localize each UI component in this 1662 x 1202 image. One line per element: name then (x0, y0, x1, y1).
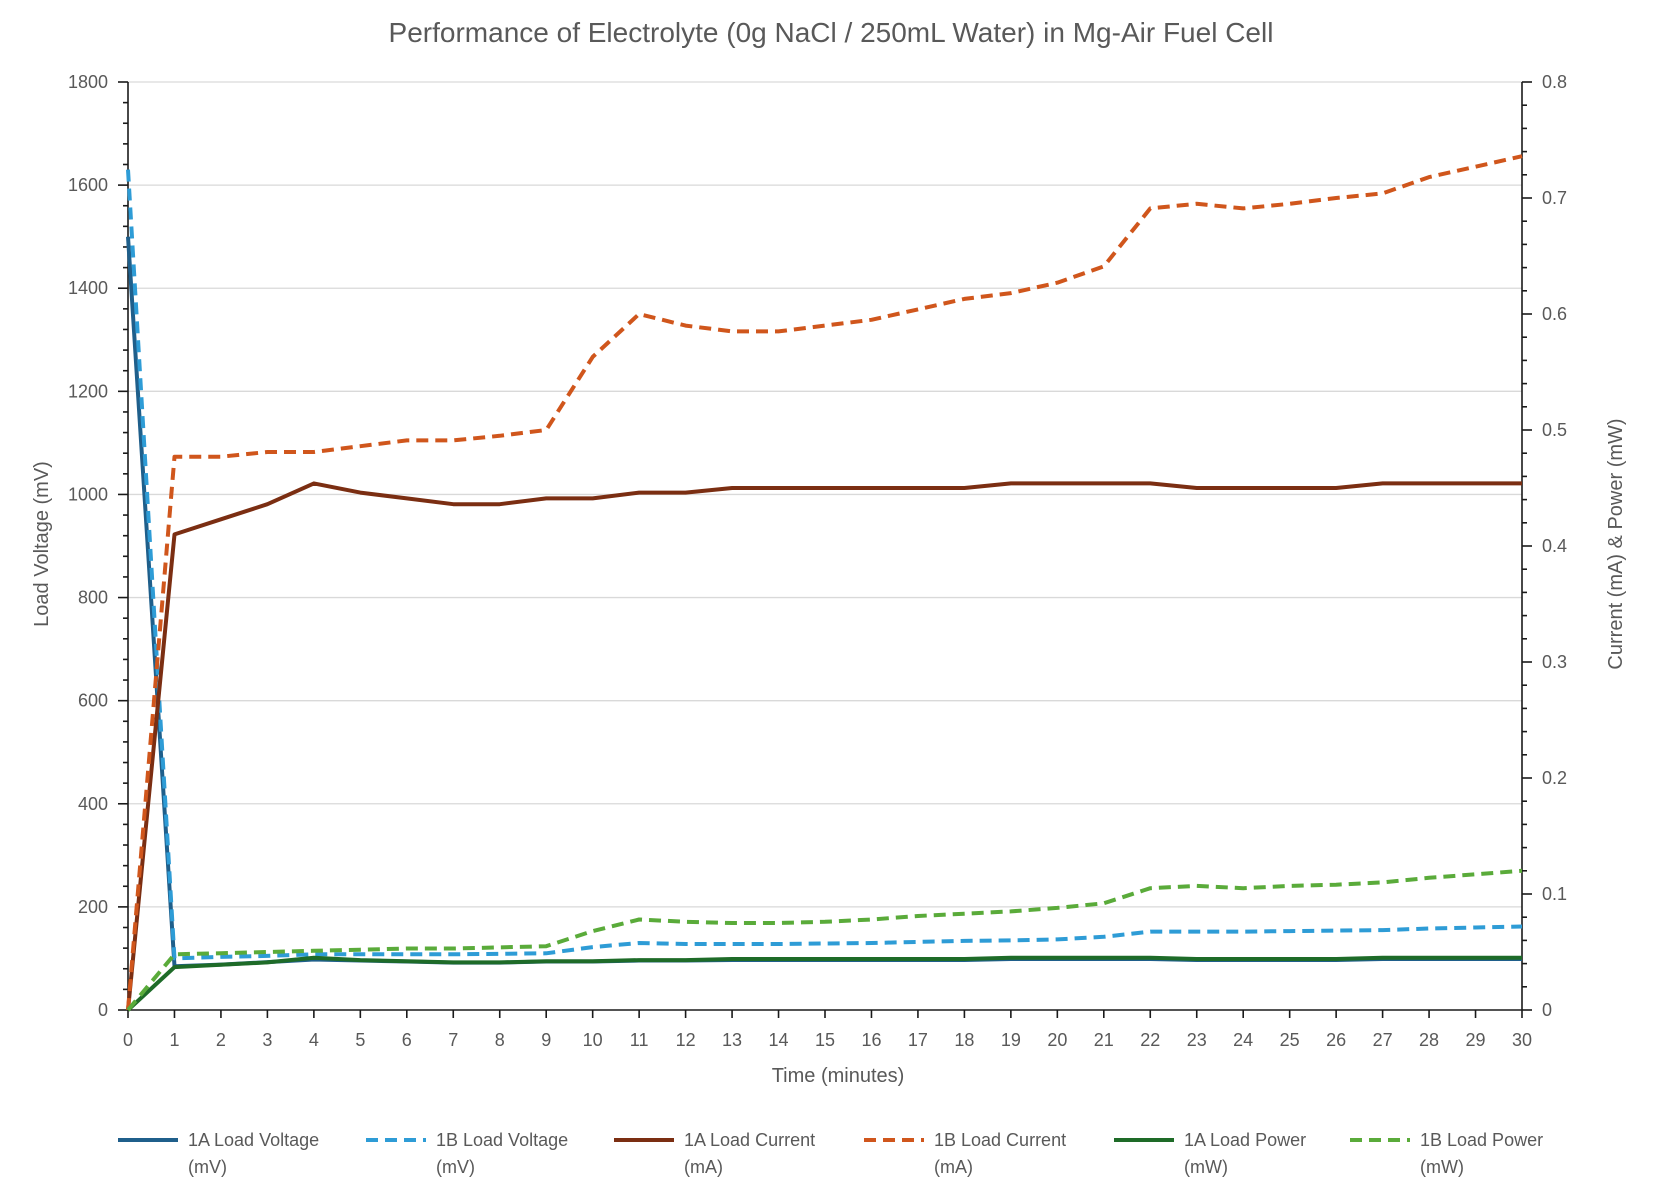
series-line-3 (126, 481, 1522, 1011)
x-tick-label: 5 (355, 1030, 365, 1050)
axes (118, 81, 1532, 1018)
y-right-tick-label: 0.1 (1542, 884, 1567, 904)
x-tick-label: 12 (676, 1030, 696, 1050)
x-tick-label: 23 (1187, 1030, 1207, 1050)
x-tick-label: 7 (448, 1030, 458, 1050)
y-right-tick-label: 0.7 (1542, 188, 1567, 208)
legend-label-unit: (mV) (188, 1157, 227, 1177)
series-line-4 (126, 154, 1523, 1011)
legend-label-unit: (mA) (934, 1157, 973, 1177)
x-tick-label: 16 (861, 1030, 881, 1050)
x-tick-label: 22 (1140, 1030, 1160, 1050)
x-tick-label: 21 (1094, 1030, 1114, 1050)
y-right-tick-label: 0.4 (1542, 536, 1567, 556)
legend-label: 1A Load Current (684, 1130, 815, 1150)
x-tick-label: 9 (541, 1030, 551, 1050)
x-tick-label: 0 (123, 1030, 133, 1050)
y-left-tick-label: 0 (98, 1000, 108, 1020)
y-left-tick-label: 200 (78, 897, 108, 917)
x-tick-label: 17 (908, 1030, 928, 1050)
y-left-tick-label: 400 (78, 794, 108, 814)
legend-label-unit: (mW) (1420, 1157, 1464, 1177)
x-tick-label: 15 (815, 1030, 835, 1050)
y-right-tick-label: 0.5 (1542, 420, 1567, 440)
x-tick-label: 10 (583, 1030, 603, 1050)
y-left-tick-label: 1200 (68, 381, 108, 401)
legend: 1A Load Voltage (mV) 1B Load Voltage (mV) 1A… (118, 1130, 1543, 1177)
x-tick-label: 26 (1326, 1030, 1346, 1050)
x-tick-label: 4 (309, 1030, 319, 1050)
series-line-2 (126, 169, 1523, 961)
x-tick-label: 6 (402, 1030, 412, 1050)
series-line-5 (126, 955, 1522, 1012)
legend-label: 1B Load Voltage (436, 1130, 568, 1150)
legend-label: 1B Load Power (1420, 1130, 1543, 1150)
x-tick-label: 14 (769, 1030, 789, 1050)
legend-label: 1A Load Voltage (188, 1130, 319, 1150)
tick-labels: 02004006008001000120014001600180000.10.2… (68, 72, 1567, 1050)
y-right-tick-label: 0.8 (1542, 72, 1567, 92)
x-tick-label: 1 (169, 1030, 179, 1050)
y-right-tick-label: 0.2 (1542, 768, 1567, 788)
x-tick-label: 20 (1047, 1030, 1067, 1050)
x-tick-label: 11 (630, 1030, 649, 1050)
x-tick-label: 13 (722, 1030, 742, 1050)
legend-label-unit: (mA) (684, 1157, 723, 1177)
series-line-6 (126, 868, 1523, 1012)
x-tick-label: 19 (1001, 1030, 1021, 1050)
x-tick-label: 27 (1373, 1030, 1393, 1050)
x-tick-label: 28 (1419, 1030, 1439, 1050)
plot-area (126, 154, 1523, 1012)
y-left-tick-label: 1600 (68, 175, 108, 195)
x-axis-label: Time (minutes) (772, 1065, 905, 1087)
y-right-tick-label: 0 (1542, 1000, 1552, 1020)
y-left-tick-label: 1400 (68, 278, 108, 298)
x-tick-label: 18 (954, 1030, 974, 1050)
x-tick-label: 25 (1280, 1030, 1300, 1050)
y-left-tick-label: 800 (78, 588, 108, 608)
legend-label-unit: (mV) (436, 1157, 475, 1177)
y-right-tick-label: 0.3 (1542, 652, 1567, 672)
legend-label-unit: (mW) (1184, 1157, 1228, 1177)
y-right-tick-label: 0.6 (1542, 304, 1567, 324)
chart-title: Performance of Electrolyte (0g NaCl / 25… (389, 17, 1274, 48)
x-tick-label: 8 (495, 1030, 505, 1050)
y-left-tick-label: 600 (78, 691, 108, 711)
x-tick-label: 24 (1233, 1030, 1253, 1050)
y-left-tick-label: 1800 (68, 72, 108, 92)
legend-label: 1B Load Current (934, 1130, 1066, 1150)
x-tick-label: 30 (1512, 1030, 1532, 1050)
x-tick-label: 29 (1466, 1030, 1486, 1050)
x-tick-label: 3 (262, 1030, 272, 1050)
y-axis-left-label: Load Voltage (mV) (31, 461, 53, 627)
legend-label: 1A Load Power (1184, 1130, 1306, 1150)
x-tick-label: 2 (216, 1030, 226, 1050)
y-left-tick-label: 1000 (68, 484, 108, 504)
y-axis-right-label: Current (mA) & Power (mW) (1605, 418, 1627, 669)
